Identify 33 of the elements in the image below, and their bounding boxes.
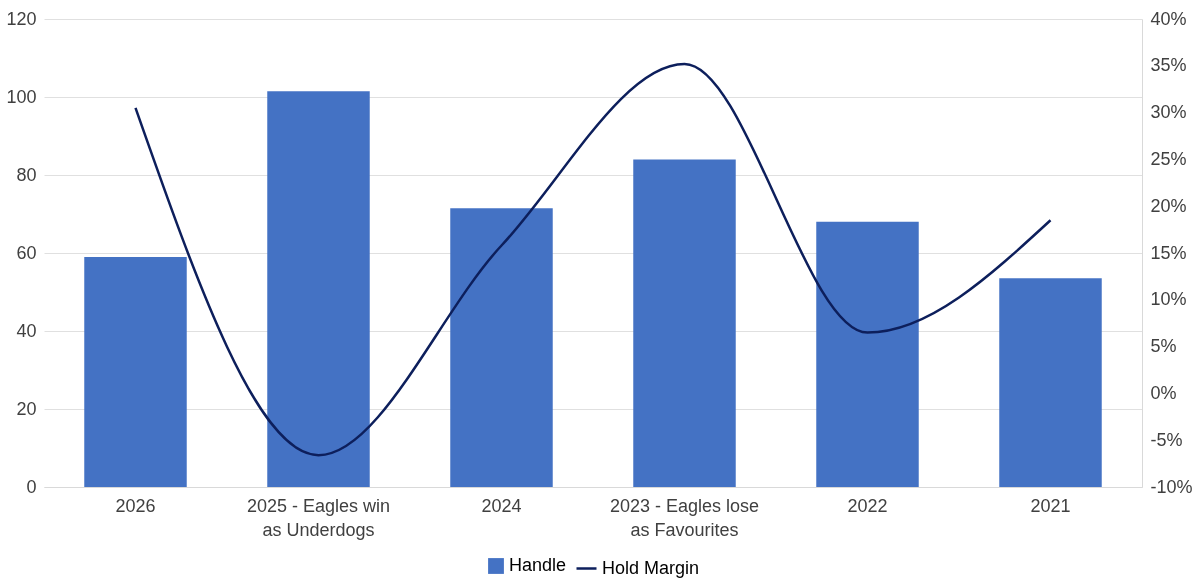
line-series xyxy=(134,62,1052,457)
y2-tick-label: -10% xyxy=(1150,476,1193,497)
x-tick-label: 2024 xyxy=(481,495,522,516)
y2-tick-label: 20% xyxy=(1150,195,1187,216)
x-tick-label: 2023 - Eagles lose as Favourites xyxy=(609,495,760,540)
x-tick-label: 2021 xyxy=(1030,495,1071,516)
y-tick-label: 0 xyxy=(26,476,37,497)
legend-label: Hold Margin xyxy=(602,557,700,578)
bar xyxy=(267,91,370,487)
y2-tick-label: -5% xyxy=(1150,429,1183,450)
y2-tick-label: 35% xyxy=(1150,55,1187,76)
y2-tick-label: 25% xyxy=(1150,148,1187,169)
y-tick-label: 120 xyxy=(6,8,37,29)
x-tick-label: 2022 xyxy=(847,495,888,516)
y-tick-label: 100 xyxy=(6,86,37,107)
x-tick-label: 2026 xyxy=(115,495,156,516)
y-tick-label: 60 xyxy=(16,242,37,263)
x-tick-label: 2025 - Eagles win as Underdogs xyxy=(246,495,391,540)
y-tick-label: 80 xyxy=(16,164,37,185)
bar xyxy=(816,221,919,487)
y2-tick-label: 0% xyxy=(1150,382,1177,403)
y2-tick-label: 10% xyxy=(1150,289,1187,310)
bar xyxy=(450,208,553,487)
legend-label: Handle xyxy=(509,555,567,575)
y2-tick-label: 5% xyxy=(1150,336,1177,357)
y2-tick-label: 40% xyxy=(1150,8,1187,29)
y2-tick-label: 15% xyxy=(1150,242,1187,263)
y-tick-label: 20 xyxy=(16,398,37,419)
y2-tick-label: 30% xyxy=(1150,102,1187,123)
bar xyxy=(633,159,736,487)
bar xyxy=(999,278,1102,487)
bar xyxy=(84,256,187,487)
y-tick-label: 40 xyxy=(16,320,37,341)
